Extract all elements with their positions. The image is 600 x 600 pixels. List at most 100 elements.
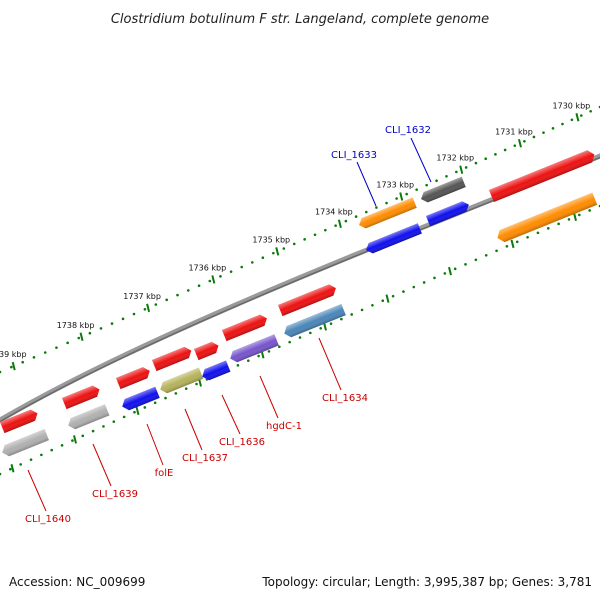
scale-dot	[542, 131, 545, 134]
scale-dot	[10, 365, 13, 369]
gene-label-hgdc-1: hgdC-1	[266, 421, 302, 432]
scale-dot	[505, 244, 509, 248]
scale-dot	[250, 261, 254, 264]
scale-dot	[292, 242, 296, 246]
scale-dot	[0, 370, 2, 374]
scale-dot	[21, 360, 24, 364]
leader-line	[92, 443, 112, 487]
gene-label-cli-1636: CLI_1636	[219, 437, 265, 448]
scale-dot	[412, 285, 416, 289]
scale-dot	[474, 161, 478, 165]
scale-dot	[385, 201, 388, 205]
gene-box	[426, 201, 469, 227]
scale-dot	[132, 312, 136, 316]
scale-dot	[19, 463, 22, 466]
scale-dot	[9, 467, 12, 471]
scale-dot	[303, 238, 306, 241]
gene-box	[116, 367, 150, 390]
gene-box	[194, 341, 219, 361]
scale-dot	[455, 170, 458, 174]
scale-dot	[340, 317, 343, 321]
gene-box	[152, 346, 192, 372]
scale-dot	[186, 289, 190, 292]
scale-dot	[360, 308, 364, 312]
scale-dot	[381, 299, 385, 303]
tick-mark	[337, 219, 342, 228]
scale-dot	[589, 109, 592, 113]
gene-box	[278, 284, 336, 317]
scale-dot	[110, 322, 114, 325]
scale-dot	[515, 240, 519, 244]
tick-mark	[146, 303, 151, 313]
scale-dot	[143, 307, 147, 311]
gene-box	[284, 304, 346, 338]
scale-dot	[334, 224, 337, 227]
tick-mark	[10, 463, 15, 473]
gene-box	[222, 314, 267, 342]
scale-dot	[464, 166, 468, 169]
scale-dot	[32, 356, 36, 359]
scale-dot	[580, 114, 583, 117]
topology-text: Topology: circular; Length: 3,995,387 bp…	[261, 575, 592, 589]
scale-dot	[513, 144, 517, 147]
scale-dot	[395, 197, 398, 200]
tick-label: 1731 kbp	[495, 127, 533, 136]
tick-label: 1733 kbp	[376, 181, 414, 190]
scale-dot	[578, 213, 581, 217]
scale-dot	[176, 293, 179, 297]
scale-dot	[422, 281, 426, 284]
leader-line	[184, 408, 203, 451]
gene-box	[122, 386, 160, 411]
scale-dot	[364, 210, 368, 214]
scale-dot	[433, 276, 436, 280]
scale-dot	[77, 336, 81, 340]
gene-box	[2, 429, 50, 457]
scale-dot	[350, 313, 354, 316]
gene-box	[0, 409, 38, 434]
gene-label-cli-1634: CLI_1634	[322, 393, 368, 404]
scale-dot	[536, 231, 540, 235]
gene-box	[366, 223, 422, 254]
gene-label-cli-1632: CLI_1632	[385, 125, 431, 136]
scale-dot	[29, 458, 33, 461]
tick-mark	[73, 435, 77, 444]
leader-line	[221, 394, 241, 435]
tick-mark	[459, 165, 464, 174]
scale-dot	[165, 298, 168, 302]
scale-dot	[81, 434, 85, 438]
scale-dot	[567, 218, 571, 221]
scale-dot	[495, 249, 498, 253]
scale-dot	[309, 331, 312, 335]
leader-line	[146, 423, 164, 466]
tick-label: 1730 kbp	[553, 101, 591, 110]
scale-dot	[474, 258, 478, 262]
gene-features	[0, 150, 598, 457]
scale-dot	[354, 215, 358, 218]
inner-scale-dots	[0, 204, 600, 476]
scale-dot	[324, 228, 327, 232]
scale-dot	[391, 294, 395, 298]
tick-mark	[135, 406, 140, 416]
scale-dot	[313, 233, 317, 237]
accession-text: Accession: NC_009699	[9, 575, 145, 589]
scale-dot	[503, 148, 507, 152]
scale-dot	[60, 444, 64, 447]
scale-dot	[91, 429, 95, 433]
scale-dot	[453, 267, 457, 271]
tick-mark	[518, 139, 522, 148]
gene-label-cli-1640: CLI_1640	[25, 514, 71, 525]
gene-box	[421, 176, 466, 203]
scale-dot	[261, 256, 265, 260]
scale-dot	[50, 448, 54, 452]
scale-dot	[246, 359, 250, 362]
scale-dot	[43, 351, 47, 354]
scale-dot	[443, 272, 447, 275]
scale-dot	[570, 118, 574, 122]
scale-dot	[344, 219, 348, 223]
scale-dot	[267, 350, 271, 353]
gene-box	[489, 150, 595, 203]
scale-dot	[526, 235, 529, 239]
gene-box	[62, 385, 100, 410]
scale-dot	[402, 290, 405, 293]
gene-label-cli-1633: CLI_1633	[331, 150, 377, 161]
